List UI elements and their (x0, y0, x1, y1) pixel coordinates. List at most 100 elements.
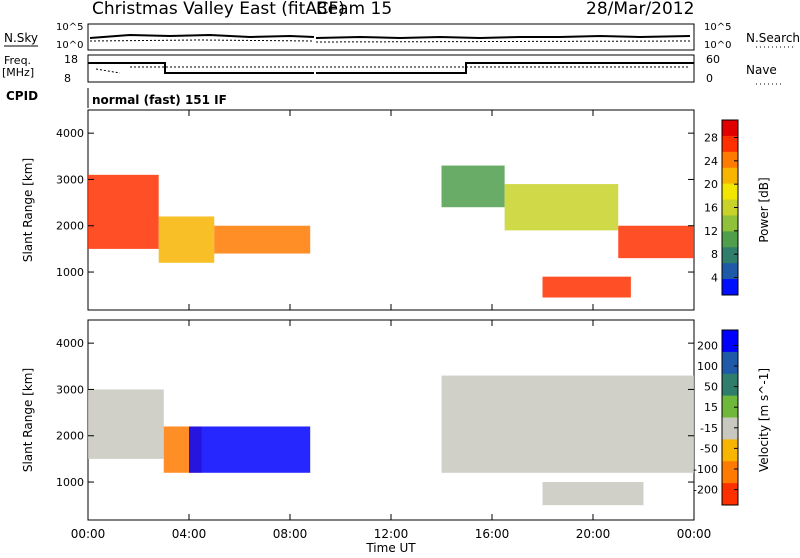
power-region (441, 165, 505, 208)
colorbar-swatch (722, 135, 738, 153)
power-colorbar-label: Power [dB] (757, 177, 771, 242)
colorbar-swatch (722, 151, 738, 169)
date-label: 28/Mar/2012 (586, 0, 694, 19)
freq-label-2: [MHz] (2, 66, 34, 79)
colorbar-tick-label: -50 (700, 442, 718, 455)
colorbar-swatch (722, 199, 738, 216)
x-tick-label: 12:00 (374, 527, 409, 541)
power-panel: 4000 3000 2000 1000 Slant Range [km] 28 24 20… (21, 109, 771, 311)
x-tick-label: 16:00 (475, 527, 510, 541)
colorbar-swatch (722, 373, 738, 397)
power-region (504, 184, 619, 231)
colorbar-swatch (722, 120, 738, 137)
x-tick-label: 00:00 (71, 527, 106, 541)
noise-panel: N.Sky 10^5 10^0 10^5 10^0 N.Search (4, 22, 800, 51)
velocity-region (441, 375, 694, 473)
nave-trace (95, 66, 690, 74)
colorbar-tick-label: 4 (711, 272, 718, 285)
noise-sky-trace (89, 33, 691, 40)
colorbar-tick-label: -200 (693, 484, 718, 497)
freq-label-1: Freq. (4, 54, 31, 67)
power-region (214, 225, 311, 254)
colorbar-swatch (722, 263, 738, 280)
noise-right-tick-top: 10^5 (704, 22, 731, 33)
x-tick-label: 00:00 (677, 527, 712, 541)
station-title: Christmas Valley East (fitACF) (92, 0, 345, 19)
power-colorbar (721, 119, 739, 296)
noise-sky-label: N.Sky (4, 31, 38, 45)
x-tick-label: 20:00 (576, 527, 611, 541)
power-region (158, 216, 215, 263)
colorbar-tick-label: -15 (700, 422, 718, 435)
y-tick-label: 1000 (56, 266, 84, 279)
velocity-cells (88, 375, 694, 506)
freq-panel: Freq. [MHz] 18 8 60 0 Nave (2, 53, 782, 85)
colorbar-tick-label: 200 (697, 339, 718, 352)
y-tick-label: 1000 (56, 476, 84, 489)
colorbar-tick-label: 20 (704, 178, 718, 191)
velocity-ylabel: Slant Range [km] (21, 368, 35, 472)
x-tick-label: 04:00 (172, 527, 207, 541)
y-tick-label: 4000 (56, 127, 84, 140)
colorbar-swatch (722, 183, 738, 201)
colorbar-swatch (722, 439, 738, 462)
colorbar-swatch (722, 247, 738, 264)
velocity-region (88, 389, 164, 459)
noise-search-trace (89, 39, 691, 43)
velocity-colorbar (721, 329, 739, 506)
power-ylabel: Slant Range [km] (21, 158, 35, 262)
freq-right-tick-top: 60 (706, 53, 720, 66)
colorbar-frame (721, 329, 739, 506)
colorbar-swatch (722, 483, 738, 506)
colorbar-swatch (722, 351, 738, 375)
colorbar-tick-label: 15 (704, 401, 718, 414)
y-tick-label: 2000 (56, 430, 84, 443)
beam-label: Beam 15 (316, 0, 392, 19)
freq-trace (88, 62, 694, 74)
velocity-colorbar-ticks: 200 100 50 15 -15 -50 -100 -200 (693, 339, 738, 497)
colorbar-swatch (722, 279, 738, 296)
y-tick-label: 3000 (56, 383, 84, 396)
colorbar-tick-label: 8 (711, 248, 718, 261)
colorbar-tick-label: -100 (693, 463, 718, 476)
power-colorbar-ticks: 28 24 20 16 12 8 4 (704, 132, 738, 285)
colorbar-tick-label: 100 (697, 360, 718, 373)
colorbar-swatch (722, 167, 738, 185)
colorbar-tick-label: 50 (704, 381, 718, 394)
colorbar-tick-label: 24 (704, 155, 718, 168)
freq-left-tick-bottom: 8 (64, 72, 71, 85)
power-cells (88, 165, 694, 298)
noise-right-tick-bottom: 10^0 (704, 40, 731, 51)
x-axis: 00:00 04:00 08:00 12:00 16:00 20:00 00:00 (71, 110, 712, 541)
cpid-label: CPID (6, 89, 38, 103)
velocity-region (542, 482, 644, 506)
y-tick-label: 3000 (56, 173, 84, 186)
colorbar-swatch (722, 330, 738, 353)
velocity-panel: 4000 3000 2000 1000 Slant Range [km] 200 100… (21, 319, 771, 521)
power-region (618, 225, 694, 259)
colorbar-tick-label: 16 (704, 202, 718, 215)
power-region (88, 174, 159, 249)
freq-left-tick-top: 18 (64, 53, 78, 66)
colorbar-swatch (722, 461, 738, 484)
velocity-yticks: 4000 3000 2000 1000 (56, 337, 694, 489)
nave-label: Nave (746, 63, 777, 77)
colorbar-tick-label: 12 (704, 225, 718, 238)
noise-left-tick-bottom: 10^0 (56, 40, 83, 51)
power-yticks: 4000 3000 2000 1000 (56, 127, 694, 279)
colorbar-swatch (722, 417, 738, 440)
cpid-value: normal (fast) 151 IF (92, 93, 227, 107)
colorbar-swatch (722, 215, 738, 232)
y-tick-label: 4000 (56, 337, 84, 350)
noise-left-tick-top: 10^5 (56, 22, 83, 33)
power-region (542, 276, 631, 298)
x-axis-label: Time UT (365, 541, 416, 554)
colorbar-swatch (722, 395, 738, 418)
velocity-region (189, 426, 311, 473)
y-tick-label: 2000 (56, 220, 84, 233)
colorbar-swatch (722, 231, 738, 248)
x-tick-label: 08:00 (273, 527, 308, 541)
velocity-colorbar-label: Velocity [m s^-1] (757, 368, 771, 472)
colorbar-tick-label: 28 (704, 132, 718, 145)
